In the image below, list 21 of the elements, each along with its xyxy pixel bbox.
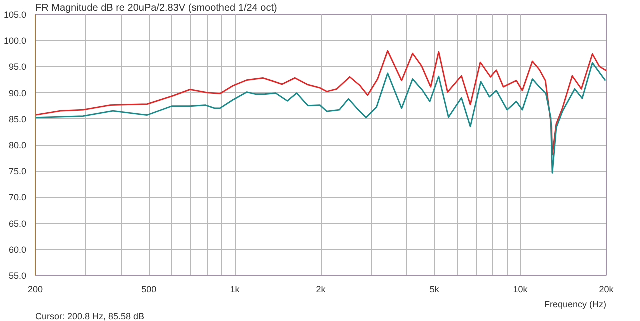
y-tick-label: 85.0 (8, 114, 27, 124)
y-tick-label: 100.0 (4, 36, 27, 46)
x-tick-label: 200 (28, 284, 44, 294)
chart-title: FR Magnitude dB re 20uPa/2.83V (smoothed 1/24 oct) (36, 3, 278, 14)
y-tick-label: 65.0 (8, 218, 27, 229)
x-tick-label: 2k (316, 284, 326, 294)
y-tick-label: 75.0 (8, 166, 27, 177)
x-tick-label: 20k (599, 284, 614, 294)
x-tick-label: 5k (430, 284, 440, 294)
x-axis-title: Frequency (Hz) (544, 300, 607, 310)
text: Cursor: 200.8 Hz, 85.58 dB (36, 312, 145, 321)
y-tick-label: 105.0 (4, 10, 27, 20)
x-tick-label: 500 (142, 284, 157, 294)
y-tick-label: 80.0 (8, 140, 27, 150)
y-tick-label: 55.0 (8, 271, 27, 281)
x-tick-label: 10k (513, 284, 528, 294)
y-tick-label: 60.0 (8, 244, 27, 255)
y-tick-label: 95.0 (8, 62, 27, 72)
y-tick-label: 70.0 (8, 192, 27, 203)
y-tick-label: 90.0 (8, 88, 27, 98)
x-tick-label: 1k (230, 284, 240, 294)
